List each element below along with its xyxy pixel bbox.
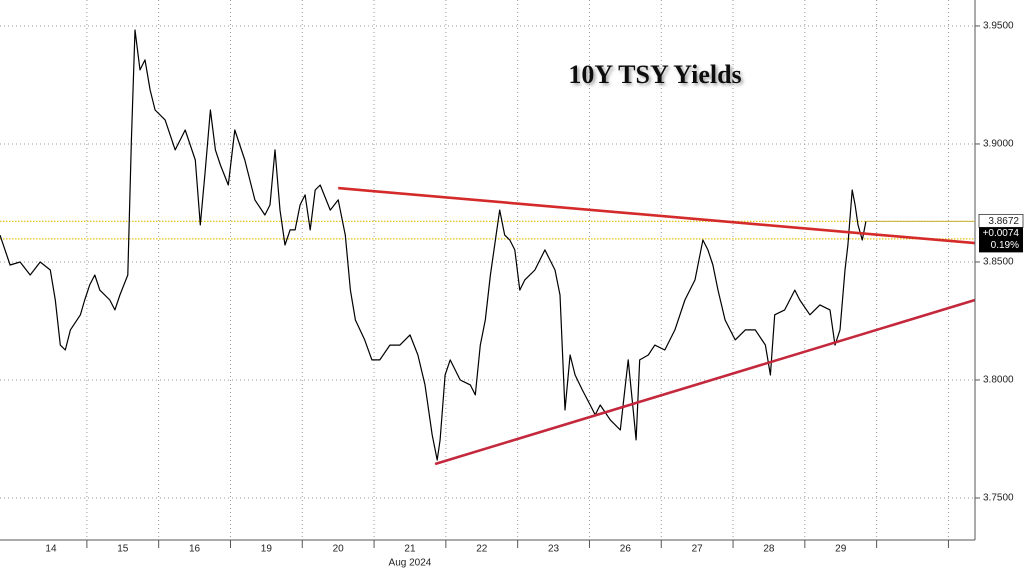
plot [0, 29, 976, 466]
price-line [0, 29, 867, 461]
y-tick-label: 3.7500 [983, 493, 1014, 504]
trend-line [338, 186, 976, 245]
change-label: +0.0074 [983, 228, 1020, 239]
x-tick-label: 26 [620, 544, 632, 555]
x-tick-label: 14 [45, 544, 57, 555]
x-tick-label: 23 [548, 544, 560, 555]
x-tick-label: 16 [189, 544, 201, 555]
x-axis-label: Aug 2024 [389, 558, 432, 569]
y-tick-label: 3.9500 [983, 21, 1014, 32]
chart-title: 10Y TSY Yields [568, 60, 741, 89]
pct-label: 0.19% [991, 240, 1019, 251]
x-tick-label: 15 [117, 544, 129, 555]
last-value-label: 3.8672 [988, 216, 1019, 227]
y-tick-label: 3.8000 [983, 375, 1014, 386]
grid [0, 0, 975, 540]
x-tick-label: 28 [763, 544, 775, 555]
y-tick-label: 3.8500 [983, 257, 1014, 268]
change-box [979, 227, 1023, 253]
x-tick-label: 27 [692, 544, 704, 555]
x-tick-label: 22 [476, 544, 488, 555]
trend-line [434, 298, 976, 466]
x-tick-label: 29 [835, 544, 847, 555]
x-tick-label: 20 [333, 544, 345, 555]
x-tick-label: 21 [404, 544, 416, 555]
y-tick-label: 3.9000 [983, 139, 1014, 150]
x-tick-label: 19 [261, 544, 273, 555]
